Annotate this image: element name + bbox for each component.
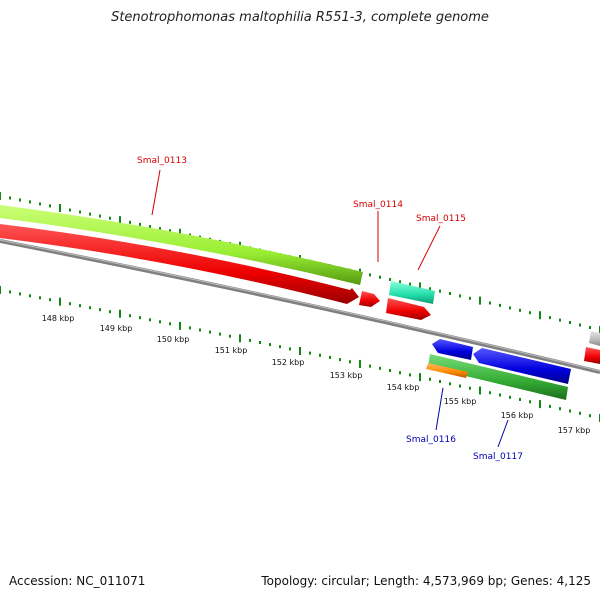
- callout-smal-0116: [435, 387, 444, 431]
- kbp-label: 153 kbp: [330, 371, 363, 380]
- gene-smal-0116-cds-orange[interactable]: [426, 363, 468, 378]
- kbp-label: 148 kbp: [42, 314, 75, 323]
- map-title: Stenotrophomonas maltophilia R551-3, com…: [111, 10, 489, 25]
- gene-smal-0115-cds-teal[interactable]: [389, 281, 435, 304]
- gene-label-smal-0117[interactable]: Smal_0117: [473, 452, 523, 462]
- kbp-label: 156 kbp: [501, 411, 534, 420]
- kbp-label: 150 kbp: [157, 335, 190, 344]
- gene-smal-0117-arrow[interactable]: [473, 348, 571, 384]
- gene-smal-0113-arrow[interactable]: [0, 224, 359, 304]
- kbp-label: 154 kbp: [387, 383, 420, 392]
- kbp-label: 149 kbp: [100, 324, 133, 333]
- gene-smal-0114-arrow[interactable]: [359, 291, 380, 307]
- kbp-label: 157 kbp: [558, 426, 591, 435]
- gene-label-smal-0115[interactable]: Smal_0115: [416, 214, 466, 224]
- genome-backbone: [0, 239, 600, 374]
- kbp-label: 152 kbp: [272, 358, 305, 367]
- kbp-label: 155 kbp: [444, 397, 477, 406]
- callout-smal-0113: [151, 169, 161, 216]
- genome-summary-text: Topology: circular; Length: 4,573,969 bp…: [261, 574, 591, 588]
- callout-smal-0115: [417, 225, 441, 271]
- gene-smal-0116-cds-green[interactable]: [428, 354, 568, 400]
- genome-backbone-highlight: [0, 239, 600, 372]
- lower-tick-ring: [0, 286, 600, 422]
- gene-smal-0115-arrow[interactable]: [386, 298, 431, 320]
- accession-text: Accession: NC_011071: [9, 574, 146, 588]
- gene-label-smal-0114[interactable]: Smal_0114: [353, 200, 403, 210]
- partial-gray-feature[interactable]: [589, 331, 600, 346]
- gene-smal-0113-cds-lime[interactable]: [0, 205, 363, 285]
- gene-smal-0116-arrow[interactable]: [432, 339, 473, 360]
- partial-red-feature[interactable]: [584, 347, 600, 364]
- kbp-label: 151 kbp: [215, 346, 248, 355]
- callout-smal-0117: [497, 419, 509, 448]
- gene-label-smal-0113[interactable]: Smal_0113: [137, 156, 187, 166]
- gene-label-smal-0116[interactable]: Smal_0116: [406, 435, 456, 445]
